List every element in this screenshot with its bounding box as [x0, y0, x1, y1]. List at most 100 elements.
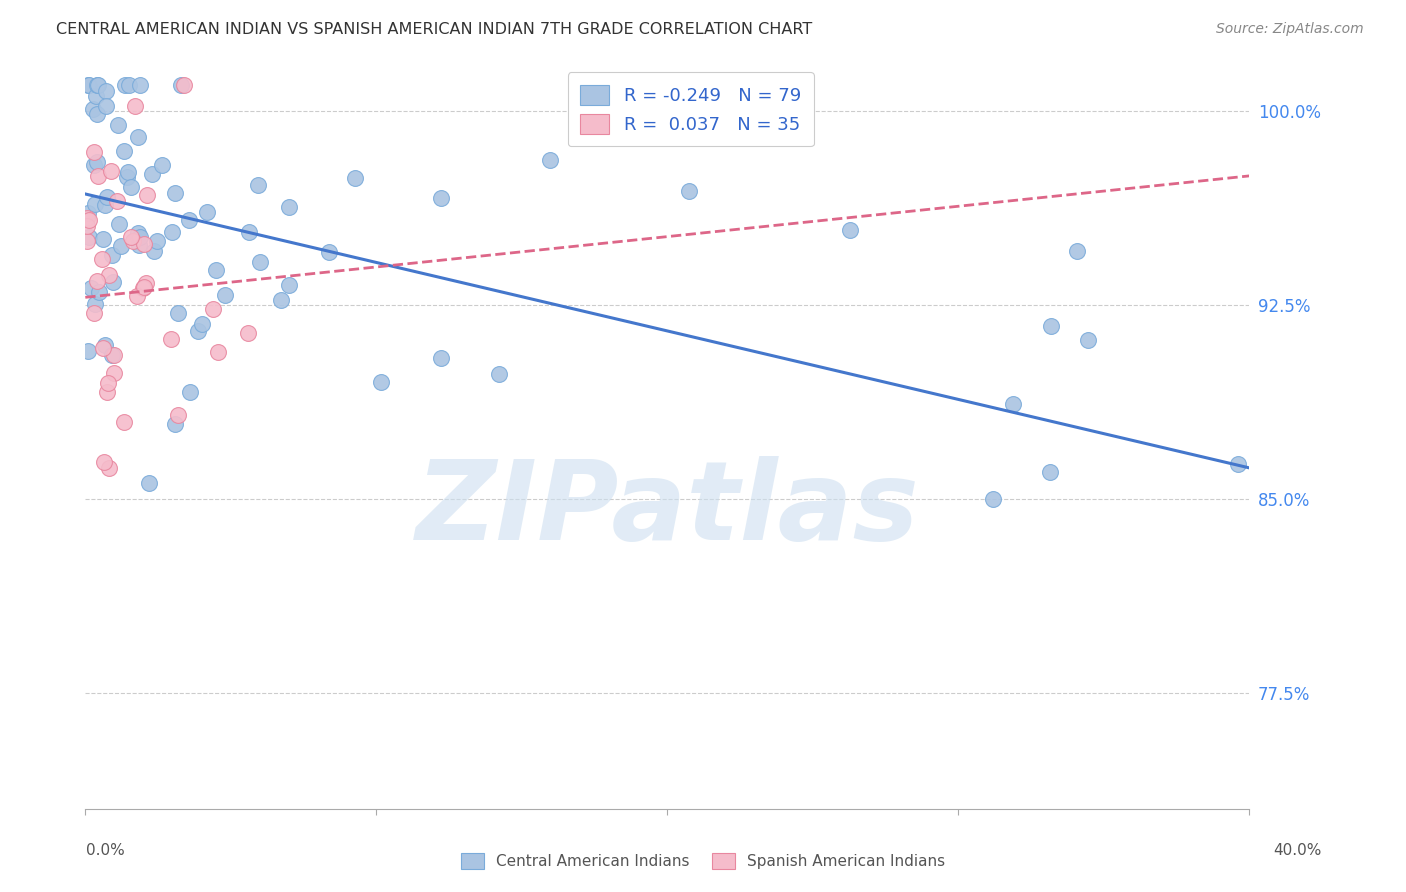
Point [98, 460, 121, 475]
Point [343, 171, 366, 186]
Point [112, 415, 135, 429]
Point [91, 232, 114, 246]
Point [77, 230, 100, 244]
Text: ZIPatlas: ZIPatlas [415, 456, 920, 563]
Point [127, 231, 149, 245]
Point [191, 317, 214, 331]
Point [96, 84, 118, 98]
Point [83, 158, 105, 172]
Point [132, 281, 155, 295]
Point [179, 384, 201, 399]
Text: 40.0%: 40.0% [1274, 843, 1322, 858]
Point [101, 275, 124, 289]
Point [86, 154, 108, 169]
Text: Source: ZipAtlas.com: Source: ZipAtlas.com [1216, 22, 1364, 37]
Point [135, 276, 157, 290]
Point [370, 376, 392, 390]
Point [96, 384, 118, 399]
Point [160, 225, 183, 239]
Point [214, 288, 236, 302]
Point [238, 326, 260, 340]
Point [77, 78, 100, 93]
Point [128, 78, 150, 93]
Point [86, 274, 108, 288]
Point [187, 325, 209, 339]
Point [132, 236, 155, 251]
Point [146, 234, 169, 248]
Point [84, 89, 107, 103]
Point [160, 332, 183, 346]
Point [90, 252, 112, 267]
Point [120, 179, 142, 194]
Text: CENTRAL AMERICAN INDIAN VS SPANISH AMERICAN INDIAN 7TH GRADE CORRELATION CHART: CENTRAL AMERICAN INDIAN VS SPANISH AMERI… [56, 22, 813, 37]
Point [678, 184, 700, 198]
Point [207, 344, 229, 359]
Point [76, 234, 98, 248]
Point [120, 230, 142, 244]
Point [103, 348, 125, 362]
Point [80, 281, 103, 295]
Point [76, 219, 98, 233]
Point [103, 366, 125, 380]
Point [94, 338, 117, 352]
Point [141, 167, 163, 181]
Point [76, 211, 98, 225]
Point [150, 158, 173, 172]
Point [277, 278, 299, 293]
Point [77, 78, 100, 93]
Point [84, 296, 107, 310]
Point [538, 153, 561, 168]
Point [201, 301, 224, 316]
Point [135, 187, 157, 202]
Point [1039, 318, 1062, 333]
Point [84, 197, 107, 211]
Point [125, 289, 148, 303]
Point [166, 306, 188, 320]
Point [430, 351, 453, 365]
Point [77, 343, 100, 358]
Point [124, 99, 146, 113]
Point [179, 213, 201, 227]
Point [839, 223, 862, 237]
Point [86, 107, 108, 121]
Point [86, 169, 108, 183]
Point [129, 230, 152, 244]
Legend: Central American Indians, Spanish American Indians: Central American Indians, Spanish Americ… [454, 847, 952, 875]
Point [127, 226, 149, 240]
Point [105, 194, 128, 208]
Point [77, 206, 100, 220]
Point [96, 98, 118, 112]
Point [278, 200, 301, 214]
Point [117, 164, 139, 178]
Point [983, 491, 1005, 506]
Point [110, 239, 132, 253]
Point [128, 237, 150, 252]
Point [138, 476, 160, 491]
Point [1226, 457, 1249, 471]
Point [166, 408, 188, 422]
Point [318, 245, 340, 260]
Point [170, 78, 193, 93]
Point [87, 78, 110, 93]
Point [83, 306, 105, 320]
Point [1077, 333, 1099, 347]
Point [1039, 465, 1062, 479]
Point [1001, 397, 1024, 411]
Text: 0.0%: 0.0% [86, 843, 125, 858]
Point [86, 78, 108, 93]
Point [94, 198, 117, 212]
Point [249, 255, 271, 269]
Point [117, 78, 139, 93]
Point [163, 417, 186, 431]
Point [117, 170, 139, 185]
Point [83, 145, 105, 159]
Point [173, 78, 195, 93]
Point [195, 205, 218, 219]
Point [488, 368, 510, 382]
Point [89, 285, 111, 300]
Point [163, 186, 186, 200]
Point [1066, 244, 1088, 258]
Point [112, 145, 135, 159]
Point [205, 262, 228, 277]
Point [238, 225, 260, 239]
